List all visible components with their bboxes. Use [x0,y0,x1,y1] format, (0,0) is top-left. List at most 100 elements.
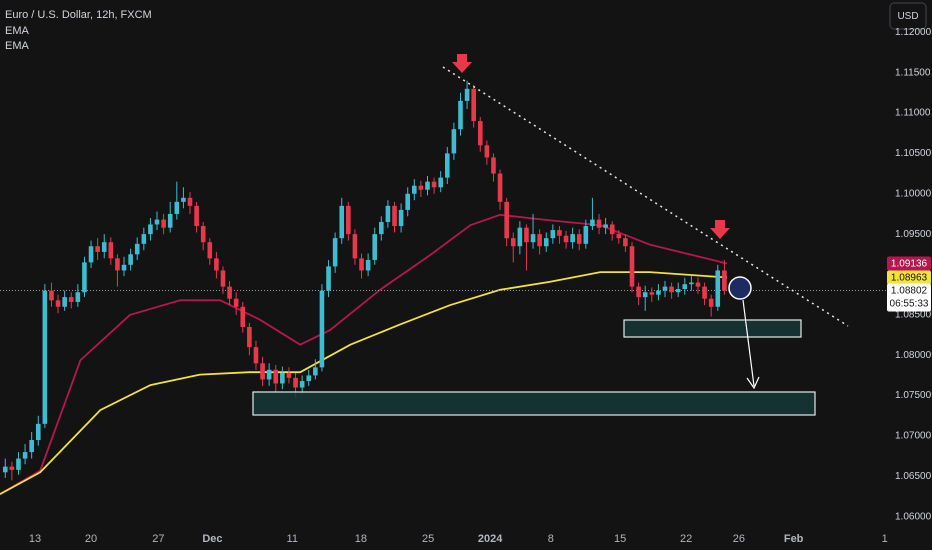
candle-body [471,88,476,122]
candle-body [187,197,193,206]
candle-body [708,298,714,307]
candle-body [141,234,147,244]
candle-body [372,234,378,260]
y-tick-label: 1.11000 [895,108,931,119]
x-tick-label: Dec [202,533,222,545]
y-tick-label: 1.08500 [895,310,932,321]
candle-body [227,286,232,299]
candle-body [451,129,457,154]
candle-body [596,219,602,228]
candle-body [365,259,371,271]
candle-body [412,185,417,194]
candle-body [464,88,470,101]
y-tick-label: 1.07500 [895,390,932,401]
candle-body [339,205,345,239]
y-tick-label: 1.11500 [895,67,931,78]
plot [0,80,886,495]
candle-body [550,230,556,239]
y-tick-label: 1.12000 [895,27,932,38]
x-tick-label: 20 [85,533,97,545]
currency-label[interactable]: USD [897,11,918,22]
candle-body [220,270,226,287]
currency-button[interactable] [889,2,927,30]
down-arrow [452,54,472,73]
candle-body [359,258,364,271]
symbol-title: Euro / U.S. Dollar, 12h, FXCM [5,9,152,21]
candle-body [392,205,397,227]
candle-body [715,270,721,307]
y-tick-label: 1.06500 [895,471,932,482]
candle-body [379,222,384,235]
candle-body [75,292,81,302]
price-label: 1.08963 [891,273,928,284]
candle-body [636,286,641,298]
candle-body [2,466,8,473]
candle-body [669,286,674,293]
y-tick-label: 1.10500 [895,148,932,159]
candle-body [616,234,622,239]
ema-line [0,213,728,495]
x-tick-label: 26 [733,533,745,545]
candle-body [543,238,549,247]
candle-body [253,347,259,364]
last-price-label: 1.08802 [891,286,928,297]
candle-body [530,234,536,243]
candle-body [570,234,575,243]
candle-body [319,290,325,368]
target-zone [252,391,816,416]
candle-body [438,177,443,188]
price-label-bg [887,270,931,285]
candle-body [161,219,166,228]
y-tick-label: 1.09500 [895,229,932,240]
candle-body [557,230,562,236]
arrow-head [746,376,760,390]
candle-body [603,224,608,228]
y-tick-label: 1.07000 [895,431,932,442]
candle-body [95,246,100,252]
candle-body [280,372,285,384]
candle-body [695,282,701,287]
candle-body [444,153,450,178]
candle-body [484,145,490,158]
candle-body [477,121,483,146]
x-tick-label: 11 [287,533,298,545]
x-tick-label: 13 [29,533,41,545]
candle-body [16,458,21,470]
candle-body [200,226,206,243]
support-zone [623,319,802,338]
y-tick-label: 1.10000 [895,188,932,199]
candle-body [68,297,74,302]
candle-body [675,289,681,293]
x-tick-label: 18 [355,533,367,545]
countdown: 06:55:33 [890,299,929,310]
candle-body [128,254,133,265]
x-tick-label: Feb [784,533,804,545]
candle-body [260,363,265,380]
candle-body [22,452,28,459]
candle-body [352,234,358,259]
candle-body [524,227,529,243]
candle-body [293,377,298,388]
candle-body [385,205,391,223]
candle-body [194,205,199,227]
x-tick-label: 27 [152,533,164,545]
candle-body [649,292,655,295]
candle-body [510,238,516,247]
candle-body [458,100,463,130]
trend-line [442,66,849,327]
price-label: 1.09136 [891,259,928,270]
ema-line [0,271,728,495]
candle-body [174,201,180,214]
projection-arrow [742,299,755,387]
candle-body [418,185,424,190]
candle-body [82,262,87,293]
legend-entry: EMA [5,40,30,52]
x-tick-label: 1 [882,533,888,545]
candle-body [682,284,688,290]
candle-body [42,290,48,424]
candle-body [240,306,246,327]
candle-body [609,224,615,235]
price-label-bg [887,256,931,271]
